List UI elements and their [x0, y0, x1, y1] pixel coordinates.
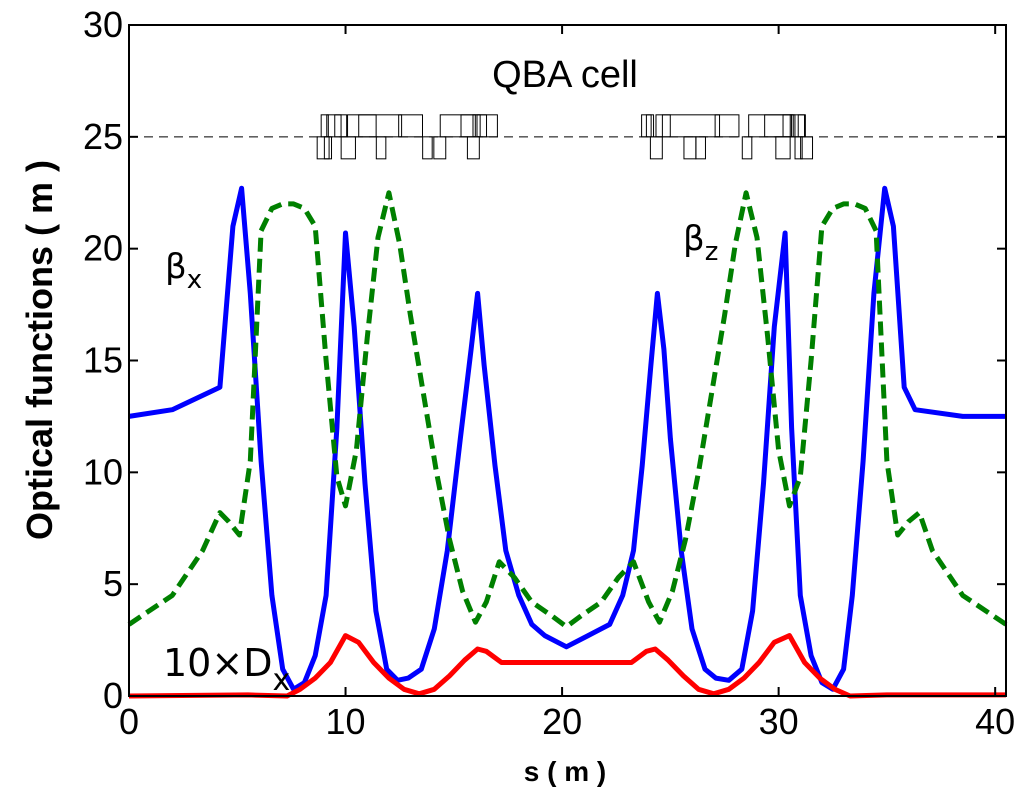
x-tick-label: 20 — [542, 701, 582, 742]
lattice-layout-diagram — [129, 114, 1006, 160]
beta-x-label-base: β — [165, 247, 187, 287]
lattice-magnet — [323, 136, 333, 160]
lattice-magnet — [439, 114, 498, 138]
lattice-magnet — [748, 114, 793, 138]
y-tick-label: 5 — [103, 563, 123, 604]
lattice-magnet — [433, 136, 447, 160]
lattice-magnet — [661, 114, 721, 138]
beta-x-label: βx — [165, 247, 202, 295]
lattice-magnet — [775, 136, 791, 160]
beta-x-label-sub: x — [187, 265, 202, 295]
lattice-magnet — [800, 136, 814, 160]
dispersion-label: 10×Dx — [163, 641, 290, 698]
svg-text:10×Dx: 10×Dx — [163, 641, 290, 698]
y-tick-label: 0 — [103, 675, 123, 716]
beta-z-label-base: β — [683, 219, 705, 259]
series-line-dispersion — [128, 633, 1006, 699]
dispersion-label-sub: x — [272, 663, 290, 698]
x-tick-label: 0 — [119, 701, 139, 742]
y-tick-label: 10 — [83, 451, 123, 492]
x-tick-label: 30 — [759, 701, 799, 742]
plot-frame — [128, 24, 1007, 697]
series-line-beta-z — [127, 190, 1008, 630]
lattice-magnet — [375, 136, 387, 160]
lattice-magnet — [422, 136, 433, 160]
lattice-magnet — [358, 114, 403, 138]
dispersion-label-base: 10×D — [163, 641, 272, 685]
lattice-magnet — [326, 114, 342, 138]
y-tick-label: 30 — [83, 4, 123, 45]
lattice-magnet — [398, 114, 424, 138]
lattice-magnet — [316, 136, 330, 160]
x-tick-label: 10 — [326, 701, 366, 742]
axis-ticks: 0 10 20 30 40 0 5 10 15 20 25 30 — [83, 4, 1015, 742]
lattice-magnet — [655, 114, 671, 138]
y-tick-label: 15 — [83, 340, 123, 381]
lattice-magnet — [741, 136, 753, 160]
series-layer — [127, 185, 1008, 699]
lattice-magnet — [695, 136, 706, 160]
lattice-magnet — [347, 114, 377, 138]
svg-text:βz: βz — [683, 219, 718, 267]
beta-z-label: βz — [683, 219, 718, 267]
beta-z-label-sub: z — [705, 237, 719, 267]
lattice-magnet — [645, 114, 655, 138]
y-tick-label: 20 — [83, 228, 123, 269]
lattice-magnet — [683, 136, 697, 160]
chart-title: QBA cell — [492, 54, 638, 96]
x-axis-title: s ( m ) — [524, 756, 606, 787]
lattice-magnet — [714, 114, 740, 138]
x-tick-label: 40 — [975, 701, 1015, 742]
lattice-magnet — [340, 136, 356, 160]
y-tick-label: 25 — [83, 116, 123, 157]
lattice-magnet — [782, 114, 796, 138]
y-axis-title: Optical functions ( m ) — [19, 160, 60, 540]
lattice-magnet — [764, 114, 794, 138]
svg-text:βx: βx — [165, 247, 202, 295]
lattice-magnet — [466, 136, 480, 160]
lattice-magnet — [649, 136, 663, 160]
lattice-magnet — [789, 114, 806, 138]
lattice-magnet — [476, 114, 488, 138]
